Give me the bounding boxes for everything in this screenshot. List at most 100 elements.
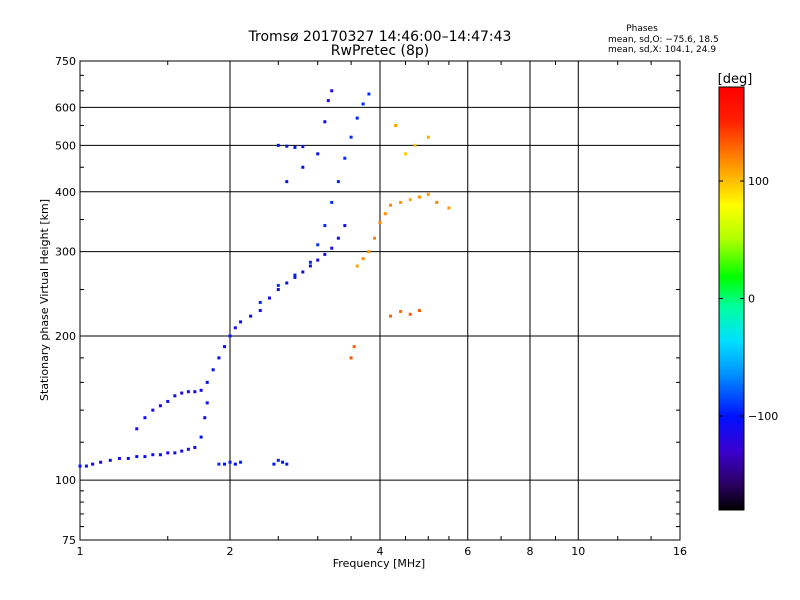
data-point bbox=[330, 246, 334, 250]
x-tick-label: 4 bbox=[377, 545, 384, 558]
data-point bbox=[211, 368, 215, 372]
data-point bbox=[373, 236, 377, 240]
data-point bbox=[323, 224, 327, 228]
data-point bbox=[223, 462, 227, 466]
data-point bbox=[173, 451, 177, 455]
data-point bbox=[413, 143, 417, 147]
data-point bbox=[426, 135, 430, 139]
data-point bbox=[199, 435, 203, 439]
data-point bbox=[228, 460, 232, 464]
data-point bbox=[355, 116, 359, 120]
data-point bbox=[343, 156, 347, 160]
data-point bbox=[223, 345, 227, 349]
data-point bbox=[399, 309, 403, 313]
data-point bbox=[330, 89, 334, 93]
data-point bbox=[336, 180, 340, 184]
grid-lines bbox=[80, 61, 680, 540]
data-point bbox=[151, 453, 155, 457]
data-point bbox=[361, 102, 365, 106]
data-point bbox=[173, 394, 177, 398]
data-point bbox=[186, 447, 190, 451]
y-tick-label: 600 bbox=[55, 101, 76, 114]
data-point bbox=[326, 99, 330, 103]
y-tick-label: 200 bbox=[55, 330, 76, 343]
x-tick-label: 2 bbox=[227, 545, 234, 558]
data-point bbox=[205, 380, 209, 384]
data-point bbox=[276, 143, 280, 147]
data-point bbox=[186, 390, 190, 394]
data-point bbox=[84, 464, 88, 468]
data-point bbox=[403, 152, 407, 156]
data-point bbox=[447, 206, 451, 210]
data-point bbox=[239, 320, 243, 324]
data-point bbox=[316, 258, 320, 262]
data-point bbox=[301, 165, 305, 169]
y-tick-label: 100 bbox=[55, 474, 76, 487]
y-axis-label: Stationary phase Virtual Height [km] bbox=[38, 199, 51, 401]
data-point bbox=[408, 198, 412, 202]
data-point bbox=[301, 270, 305, 274]
x-tick-label: 1 bbox=[77, 545, 84, 558]
data-point bbox=[203, 416, 207, 420]
data-point bbox=[126, 456, 130, 460]
data-point bbox=[108, 458, 112, 462]
data-point bbox=[417, 195, 421, 199]
data-point bbox=[408, 312, 412, 316]
x-axis-label: Frequency [MHz] bbox=[333, 557, 425, 570]
data-points bbox=[78, 89, 451, 468]
y-axis-ticks: 75 100 200 300 400 500 600 750 bbox=[55, 55, 680, 547]
data-point bbox=[323, 252, 327, 256]
phases-x-stats: mean, sd,X: 104.1, 24.9 bbox=[608, 45, 716, 55]
data-point bbox=[389, 203, 393, 207]
data-point bbox=[158, 453, 162, 457]
data-point bbox=[336, 236, 340, 240]
data-point bbox=[143, 455, 147, 459]
data-point bbox=[272, 462, 276, 466]
data-point bbox=[91, 462, 95, 466]
data-point bbox=[435, 200, 439, 204]
data-point bbox=[293, 275, 297, 279]
data-point bbox=[233, 462, 237, 466]
x-tick-label: 16 bbox=[673, 545, 687, 558]
data-point bbox=[285, 144, 289, 148]
data-point bbox=[417, 309, 421, 313]
data-point bbox=[330, 200, 334, 204]
colorbar-tick-label: −100 bbox=[748, 410, 778, 423]
colorbar-tick-label: 100 bbox=[748, 175, 769, 188]
data-point bbox=[285, 462, 289, 466]
data-point bbox=[293, 273, 297, 277]
data-point bbox=[99, 460, 103, 464]
data-point bbox=[308, 260, 312, 264]
data-point bbox=[285, 281, 289, 285]
data-point bbox=[258, 300, 262, 304]
x-tick-label: 10 bbox=[571, 545, 585, 558]
data-point bbox=[276, 288, 280, 292]
data-point bbox=[239, 460, 243, 464]
data-point bbox=[180, 449, 184, 453]
data-point bbox=[316, 243, 320, 247]
data-point bbox=[135, 455, 139, 459]
data-point bbox=[276, 458, 280, 462]
data-point bbox=[285, 180, 289, 184]
data-point bbox=[143, 416, 147, 420]
colorbar-label: [deg] bbox=[718, 72, 753, 87]
data-point bbox=[316, 152, 320, 156]
data-point bbox=[166, 399, 170, 403]
data-point bbox=[199, 388, 203, 392]
data-point bbox=[383, 212, 387, 216]
x-tick-label: 8 bbox=[527, 545, 534, 558]
colorbar-ticks: 100 0 −100 bbox=[719, 175, 778, 423]
y-tick-label: 750 bbox=[55, 55, 76, 68]
chart-title: Tromsø 20170327 14:46:00–14:47:43 bbox=[248, 29, 512, 45]
data-point bbox=[78, 464, 82, 468]
data-point bbox=[349, 135, 353, 139]
data-point bbox=[166, 451, 170, 455]
x-tick-label: 6 bbox=[464, 545, 471, 558]
phases-title: Phases bbox=[626, 24, 658, 34]
data-point bbox=[343, 224, 347, 228]
data-point bbox=[249, 314, 253, 318]
chart-subtitle: RwPretec (8p) bbox=[331, 43, 429, 59]
data-point bbox=[135, 427, 139, 431]
data-point bbox=[308, 264, 312, 268]
data-point bbox=[394, 124, 398, 128]
